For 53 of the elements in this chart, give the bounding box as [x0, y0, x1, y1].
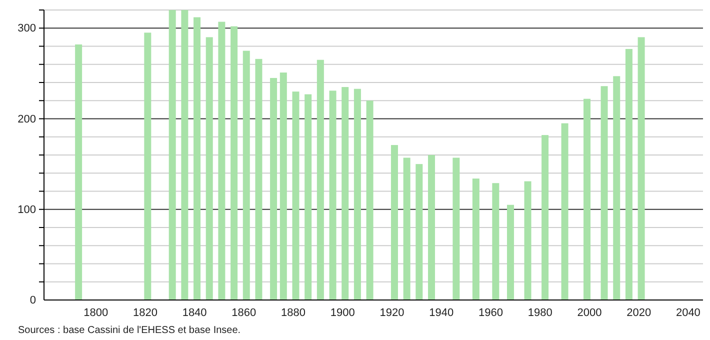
bar — [416, 164, 423, 300]
bar — [270, 78, 278, 300]
bar — [168, 10, 176, 300]
bar — [561, 123, 568, 300]
bar — [506, 204, 514, 300]
x-tick-label: 1900 — [330, 306, 355, 319]
bar — [583, 98, 590, 300]
bar — [403, 158, 410, 300]
bar — [255, 58, 262, 300]
x-tick-label: 1820 — [132, 306, 158, 319]
source-note: Sources : base Cassini de l'EHESS et base Insee. — [18, 325, 241, 336]
x-tick-label: 1940 — [429, 306, 454, 319]
bar — [390, 145, 398, 300]
bar — [542, 135, 549, 300]
bar — [625, 48, 632, 300]
x-tick-label: 2040 — [676, 306, 700, 319]
bar — [206, 37, 213, 300]
x-tick-label: 2000 — [577, 306, 602, 319]
x-tick-label: 1880 — [281, 306, 306, 319]
x-tick-label: 2020 — [626, 306, 652, 319]
bar — [292, 92, 300, 300]
x-tick-label: 1920 — [380, 306, 404, 319]
bar — [304, 94, 312, 300]
bar — [492, 183, 500, 300]
bar — [75, 44, 82, 300]
bar — [366, 100, 374, 300]
bar — [144, 32, 152, 300]
x-tick-label: 1860 — [232, 306, 256, 319]
bar — [194, 17, 201, 300]
bar — [428, 155, 435, 300]
bar — [329, 90, 336, 300]
bar — [354, 88, 361, 300]
bar — [600, 86, 608, 300]
y-tick-label: 100 — [18, 204, 36, 216]
bar — [181, 10, 188, 300]
bar — [342, 87, 349, 300]
bar — [316, 60, 324, 300]
bar — [230, 26, 238, 300]
bar — [452, 158, 460, 300]
x-tick-label: 1980 — [528, 306, 552, 319]
y-tick-label: 300 — [18, 22, 36, 35]
y-tick-label: 200 — [18, 113, 36, 126]
bar — [280, 72, 287, 300]
bar — [638, 37, 645, 300]
x-tick-label: 1800 — [84, 306, 108, 319]
bar — [613, 76, 620, 300]
x-tick-label: 1840 — [182, 306, 207, 319]
bar — [524, 181, 532, 300]
y-tick-label: 0 — [30, 294, 36, 307]
bar — [218, 22, 226, 300]
bar — [242, 50, 250, 300]
bar — [472, 178, 480, 300]
x-tick-label: 1960 — [478, 306, 503, 319]
